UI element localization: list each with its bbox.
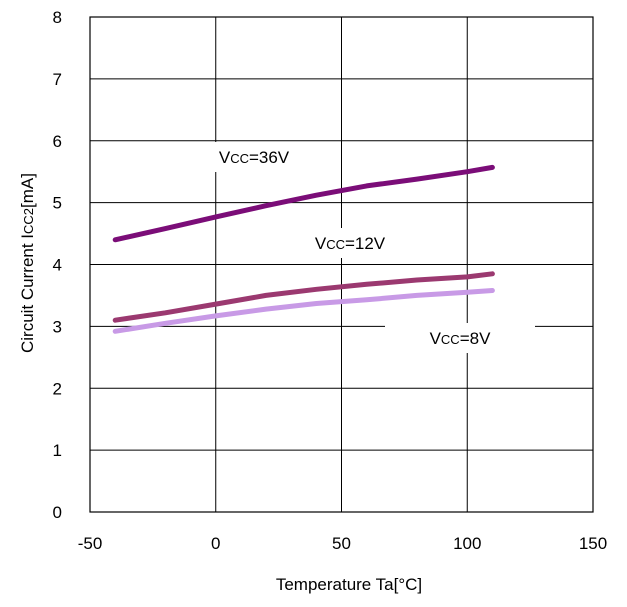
grid [89,16,594,513]
series-line-0 [112,164,495,243]
series-label-sub: CC [326,237,345,252]
x-tick-label: 100 [453,534,481,553]
series-label-main: V [315,234,327,253]
y-tick-label: 5 [53,194,62,213]
series-line-2 [112,288,495,334]
series-label-rest: =8V [460,329,491,348]
series-lines [112,164,495,334]
x-tick-labels: -50 0 50 100 150 [78,534,607,553]
y-axis-title-sub: CC2 [21,208,36,234]
x-tick-label: -50 [78,534,103,553]
series-label-main: V [219,148,231,167]
series-label-sub: CC [230,151,249,166]
plot-frame [89,16,594,513]
y-tick-label: 4 [53,256,62,275]
y-tick-label: 0 [53,503,62,522]
series-label-bg [179,142,329,172]
series-label-0: VCC=36V [219,148,290,167]
y-axis-title-main: Circuit Current I [18,234,37,353]
x-axis-title: Temperature Ta[°C] [276,575,422,594]
series-label-rest: =36V [249,148,290,167]
series-label-bg [385,323,535,353]
y-tick-label: 3 [53,317,62,336]
y-tick-label: 8 [53,8,62,27]
y-tick-label: 1 [53,441,62,460]
x-tick-label: 0 [211,534,220,553]
series-label-main: V [430,329,442,348]
y-tick-label: 2 [53,379,62,398]
y-tick-label: 7 [53,70,62,89]
series-line-1 [112,271,495,323]
x-tick-label: 50 [332,534,351,553]
series-label-rest: =12V [345,234,386,253]
series-label-2: VCC=8V [430,329,492,348]
series-label-bg [280,228,420,258]
y-axis-title-unit: [mA] [18,173,37,208]
series-label-1: VCC=12V [315,234,386,253]
y-tick-label: 6 [53,132,62,151]
y-axis-title: Circuit Current ICC2[mA] [18,173,37,353]
series-label-sub: CC [441,332,460,347]
y-tick-labels: 0 1 2 3 4 5 6 7 8 [53,8,62,522]
x-tick-label: 150 [579,534,607,553]
